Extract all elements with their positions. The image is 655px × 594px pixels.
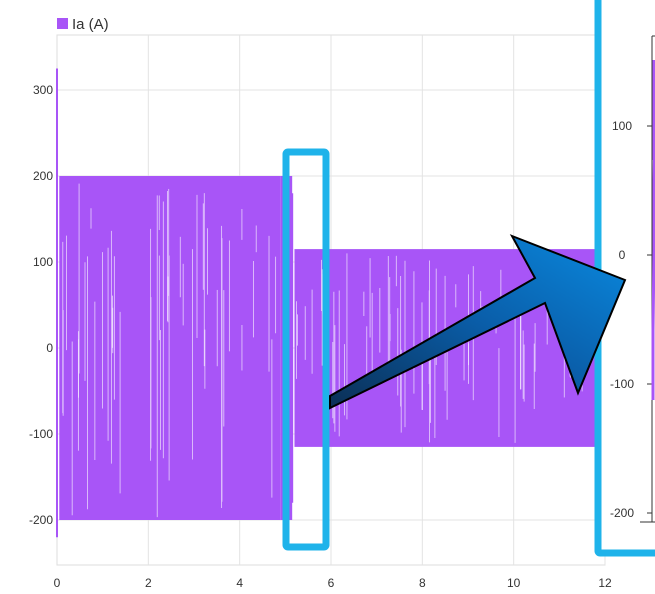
x-axis-ticks: 0 2 4 6 8 10 12 [54,576,612,590]
x-tick-label: 4 [236,576,243,590]
legend-swatch [57,18,68,29]
inset-signal [651,60,655,400]
legend: Ia (A) [57,16,109,33]
y-tick-label: 100 [33,255,53,269]
x-tick-label: 0 [54,576,61,590]
x-tick-label: 10 [507,576,521,590]
y-tick-label: 0 [46,341,53,355]
x-tick-label: 12 [598,576,612,590]
x-tick-label: 6 [328,576,335,590]
inset-y-tick-label: 0 [619,248,626,262]
legend-label: Ia (A) [72,16,109,33]
inset-y-tick-label: 100 [612,119,632,133]
highlight-box-main [282,148,330,551]
y-tick-label: -100 [29,427,53,441]
y-tick-label: -200 [29,513,53,527]
zoom-arrow [329,234,627,410]
x-tick-label: 8 [419,576,426,590]
inset-plot: 100 0 -100 -200 [600,0,655,555]
y-tick-label: 200 [33,169,53,183]
x-tick-label: 2 [145,576,152,590]
inset-y-tick-label: -200 [610,506,634,520]
inset-y-tick-label: -100 [610,377,634,391]
signal-envelope [59,176,281,520]
inset-y-axis-ticks: 100 0 -100 -200 [610,119,652,520]
y-axis-ticks: 300 200 100 0 -100 -200 [29,83,53,527]
y-tick-label: 300 [33,83,53,97]
